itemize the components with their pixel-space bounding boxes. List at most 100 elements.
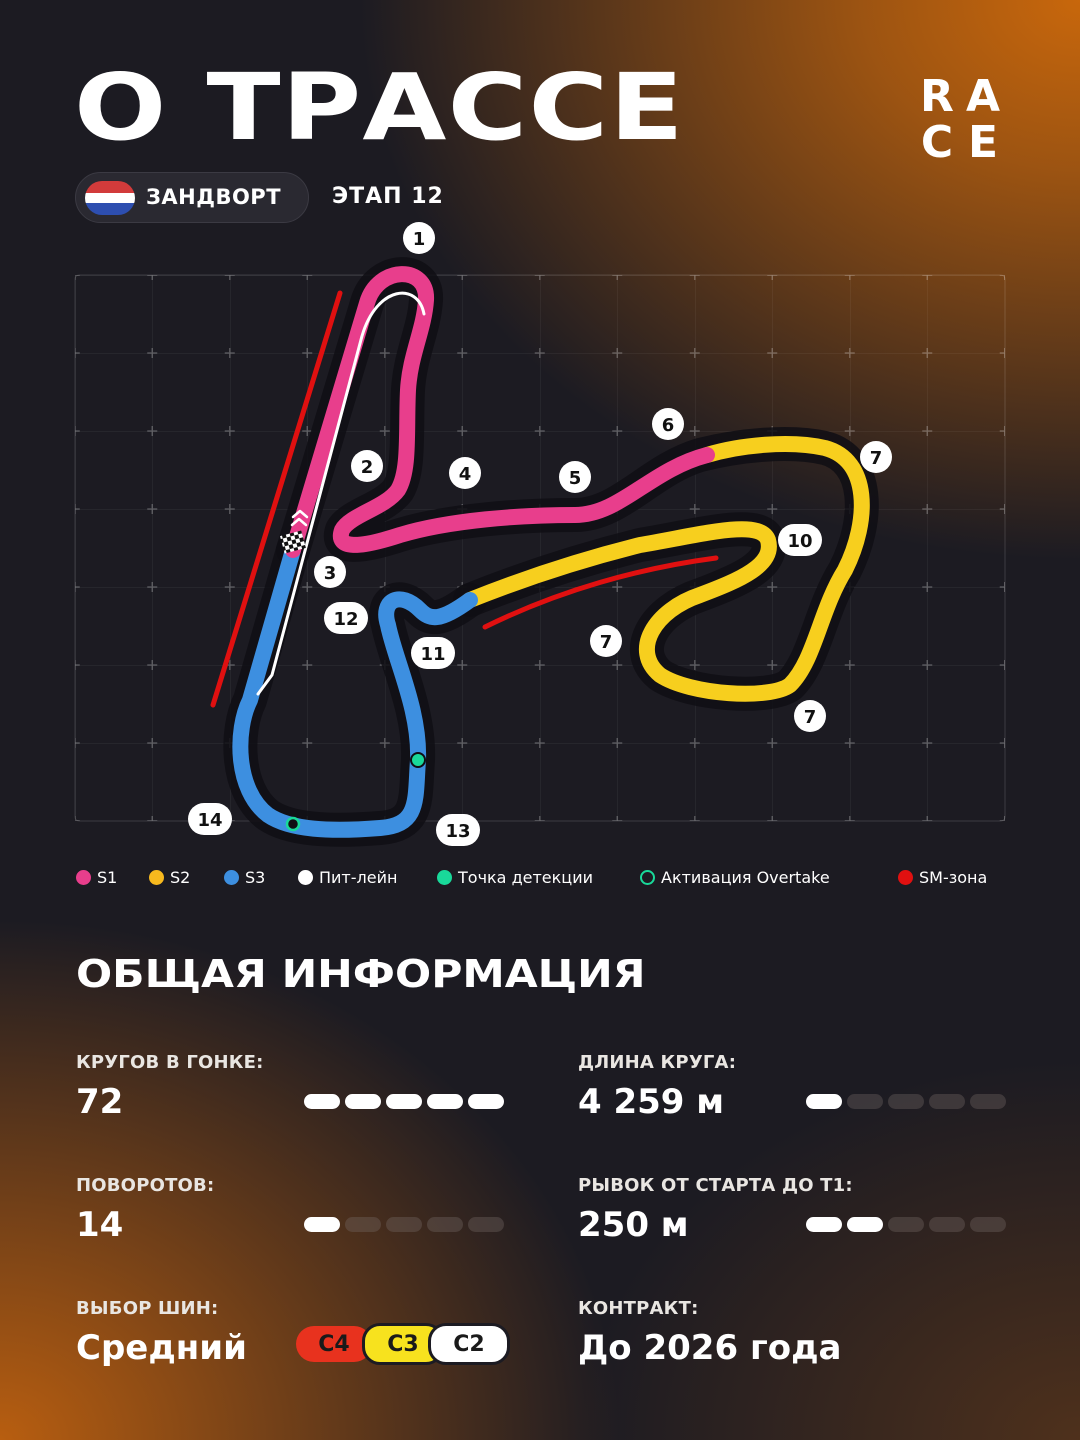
rating-segment [888,1094,924,1109]
rating-bars [304,1094,504,1109]
rating-segment [970,1094,1006,1109]
legend-item-detection: Точка детекции [437,868,593,887]
sector-3-line [232,542,478,838]
turn-13-label: 13 [436,814,480,846]
detection-point-marker [410,752,426,768]
stat-value: 72 [76,1082,124,1122]
logo-letter: R [920,71,954,122]
legend-item-sm-zone: SM-зона [898,868,987,887]
turn-1-label: 1 [403,222,435,254]
section-title: ОБЩАЯ ИНФОРМАЦИЯ [76,952,646,996]
turn-6-number: 6 [662,415,675,436]
rating-segment [847,1094,883,1109]
green-dot-icon [437,870,452,885]
turn-9-label: 7 [794,700,826,732]
stat-contract: КОНТРАКТ: До 2026 года [578,1298,1008,1388]
turn-2-number: 2 [361,457,374,478]
turn-6-label: 6 [652,408,684,440]
location-name: ЗАНДВОРТ [146,185,282,209]
legend-label: Активация Overtake [661,868,830,887]
turn-14-label: 14 [188,803,232,835]
race-logo: R A C E [914,74,1006,166]
stat-value: 14 [76,1205,124,1245]
rating-segment [847,1217,883,1232]
red-dot-icon [898,870,913,885]
pit-lane-line [256,291,426,696]
turn-8-label: 7 [590,625,622,657]
turn-14-number: 14 [197,810,222,831]
turn-1-number: 1 [413,229,426,250]
legend-item-s3: S3 [224,868,265,887]
turn-3-label: 3 [314,556,346,588]
rating-segment [345,1094,381,1109]
sm-zone-turn-10 [482,555,719,630]
stat-label: КРУГОВ В ГОНКЕ: [76,1052,264,1073]
stat-label: ДЛИНА КРУГА: [578,1052,737,1073]
blue-dot-icon [224,870,239,885]
logo-letter: A [965,71,1001,122]
sector-1-line [285,266,715,558]
green-ring-icon [640,870,655,885]
stat-label: ВЫБОР ШИН: [76,1298,219,1319]
legend-label: SM-зона [919,868,988,887]
turn-4-number: 4 [459,464,472,485]
legend-item-s1: S1 [76,868,117,887]
rating-segment [806,1094,842,1109]
page-title: О ТРАССЕ [74,54,685,161]
tyre-compound-hard: C2 [428,1323,510,1365]
turn-7-number: 7 [870,448,883,469]
track-legend: S1 S2 S3 Пит-лейн Точка детекции Активац… [76,868,1006,892]
netherlands-flag-icon [85,181,135,215]
legend-label: S2 [170,868,191,887]
pink-dot-icon [76,870,91,885]
turn-8-number: 7 [600,632,613,653]
rating-segment [304,1094,340,1109]
rating-bars [304,1217,504,1232]
stat-label: КОНТРАКТ: [578,1298,699,1319]
stat-value: Средний [76,1328,247,1368]
rating-segment [806,1217,842,1232]
turn-12-label: 12 [324,602,368,634]
overtake-activation-marker [285,816,301,832]
location-badge: ЗАНДВОРТ [75,172,309,223]
rating-segment [386,1217,422,1232]
turn-4-label: 4 [449,457,481,489]
stat-run-to-t1: РЫВОК ОТ СТАРТА ДО Т1: 250 м [578,1175,1008,1265]
start-finish-flag-icon [280,530,306,554]
sm-zone-main-straight [210,290,343,708]
rating-segment [427,1217,463,1232]
stat-tyres: ВЫБОР ШИН: Средний C4 C3 C2 [76,1298,510,1388]
track-map: 1 2 3 4 5 6 7 7 7 10 11 12 13 14 [74,222,1006,847]
rating-bars [806,1217,1006,1232]
legend-label: Точка детекции [458,868,593,887]
stage-label: ЭТАП 12 [332,184,444,209]
tyre-compound-soft: C4 [296,1326,372,1362]
direction-arrows-icon [290,509,309,527]
stat-turns: ПОВОРОТОВ: 14 [76,1175,506,1265]
turn-11-number: 11 [420,644,445,665]
legend-item-pit-lane: Пит-лейн [298,868,397,887]
tyre-compounds: C4 C3 C2 [296,1323,510,1365]
stat-value: 250 м [578,1205,689,1245]
white-dot-icon [298,870,313,885]
stat-label: РЫВОК ОТ СТАРТА ДО Т1: [578,1175,853,1196]
rating-segment [304,1217,340,1232]
rating-bars [806,1094,1006,1109]
turn-13-number: 13 [445,821,470,842]
rating-segment [427,1094,463,1109]
legend-label: Пит-лейн [319,868,398,887]
turn-5-label: 5 [559,461,591,493]
turn-10-number: 10 [787,531,812,552]
stat-laps: КРУГОВ В ГОНКЕ: 72 [76,1052,506,1142]
legend-label: S1 [97,868,118,887]
turn-2-label: 2 [351,450,383,482]
turn-9-number: 7 [804,707,817,728]
rating-segment [468,1094,504,1109]
yellow-dot-icon [149,870,164,885]
logo-letter: E [967,117,999,168]
stat-lap-length: ДЛИНА КРУГА: 4 259 м [578,1052,1008,1142]
turn-12-number: 12 [333,609,358,630]
turn-3-number: 3 [324,563,337,584]
legend-item-s2: S2 [149,868,190,887]
stat-value: До 2026 года [578,1328,842,1368]
